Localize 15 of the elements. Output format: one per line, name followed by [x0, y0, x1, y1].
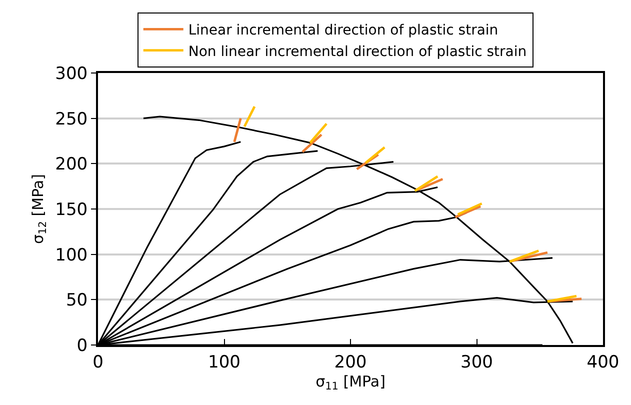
y-tick-label: 250	[55, 109, 88, 130]
x-axis-title: σ$_{11}$ [MPa]	[316, 372, 386, 393]
legend-label: Linear incremental direction of plastic strain	[188, 22, 498, 39]
y-tick-label: 100	[55, 245, 88, 266]
x-tick-label: 100	[208, 352, 240, 372]
legend-label: Non linear incremental direction of plastic strain	[188, 44, 527, 60]
y-tick-label: 50	[66, 290, 88, 311]
x-tick-label: 0	[92, 352, 104, 372]
y-tick-label: 200	[55, 154, 88, 175]
y-tick-label: 300	[55, 64, 88, 84]
y-tick-label: 150	[55, 200, 88, 220]
x-tick-label: 300	[460, 352, 493, 372]
y-tick-label: 0	[76, 336, 88, 356]
x-tick-label: 200	[334, 352, 367, 372]
x-tick-label: 400	[586, 352, 620, 372]
